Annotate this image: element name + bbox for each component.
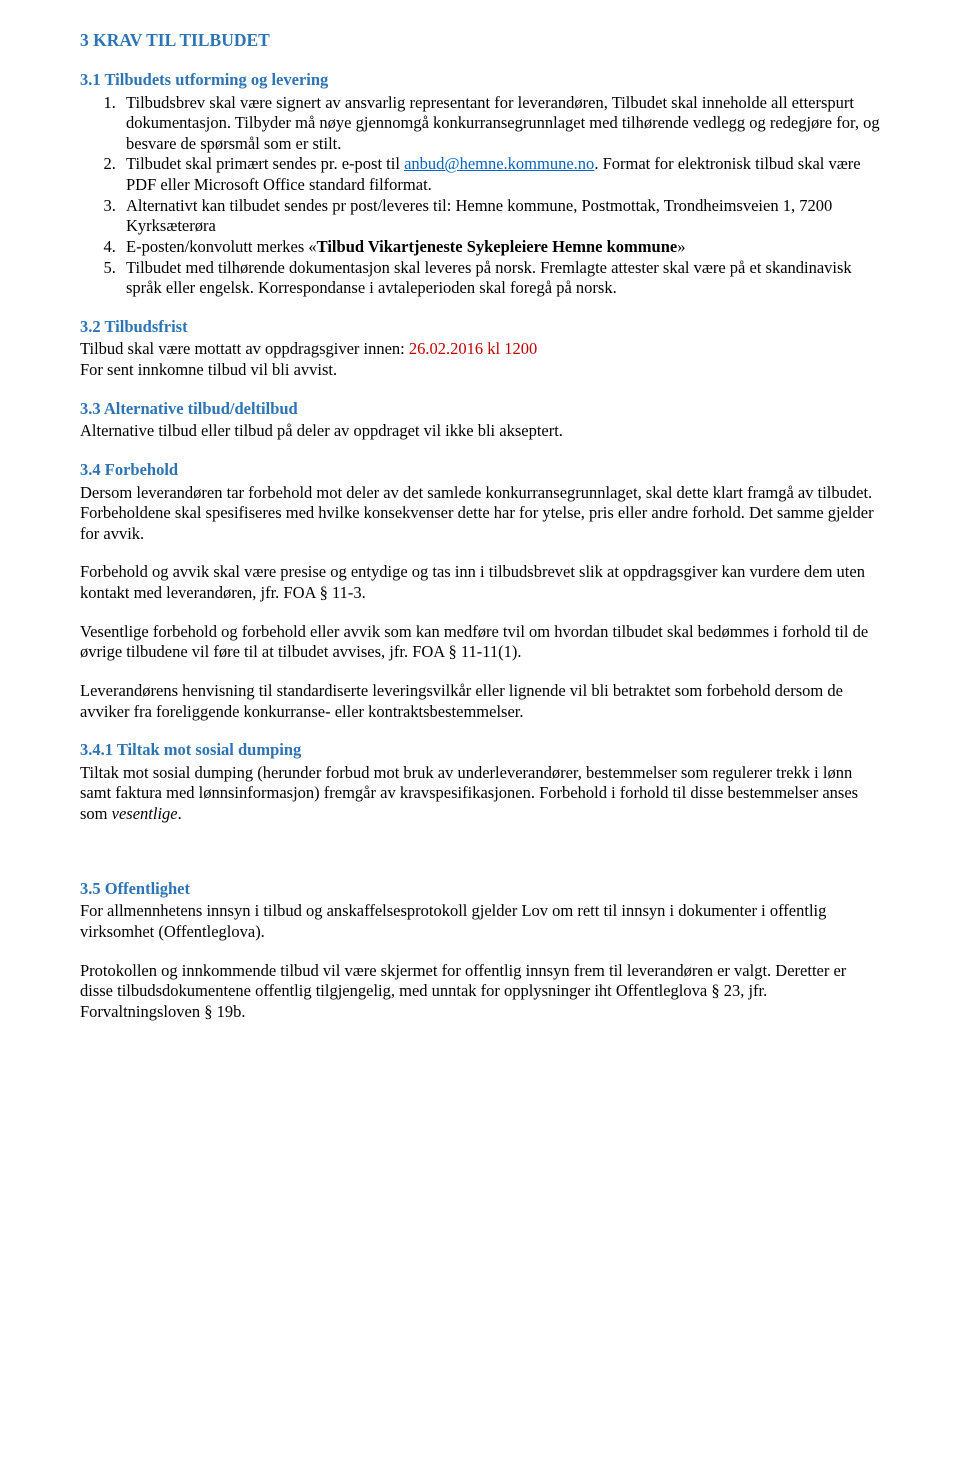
paragraph: Tilbud skal være mottatt av oppdragsgive… xyxy=(80,339,880,360)
paragraph: Leverandørens henvisning til standardise… xyxy=(80,681,880,722)
paragraph: Alternative tilbud eller tilbud på deler… xyxy=(80,421,880,442)
paragraph: Tiltak mot sosial dumping (herunder forb… xyxy=(80,763,880,825)
list-item-text: E-posten/konvolutt merkes « xyxy=(126,237,317,256)
section-3-2-heading: 3.2 Tilbudsfrist xyxy=(80,317,880,338)
list-item: Tilbudet med tilhørende dokumentasjon sk… xyxy=(120,258,880,299)
section-3-4-1-heading: 3.4.1 Tiltak mot sosial dumping xyxy=(80,740,880,761)
paragraph: For allmennhetens innsyn i tilbud og ans… xyxy=(80,901,880,942)
list-item: Tilbudsbrev skal være signert av ansvarl… xyxy=(120,93,880,155)
section-3-4-heading: 3.4 Forbehold xyxy=(80,460,880,481)
spacer xyxy=(80,843,880,861)
list-item: Tilbudet skal primært sendes pr. e-post … xyxy=(120,154,880,195)
email-link[interactable]: anbud@hemne.kommune.no xyxy=(404,154,594,173)
list-item-text: Tilbudet skal primært sendes pr. e-post … xyxy=(126,154,404,173)
section-3-3-heading: 3.3 Alternative tilbud/deltilbud xyxy=(80,399,880,420)
deadline-highlight: 26.02.2016 kl 1200 xyxy=(409,339,537,358)
paragraph: Protokollen og innkommende tilbud vil væ… xyxy=(80,961,880,1023)
section-3-1-heading: 3.1 Tilbudets utforming og levering xyxy=(80,70,880,91)
list-item: E-posten/konvolutt merkes «Tilbud Vikart… xyxy=(120,237,880,258)
paragraph-text: Tilbud skal være mottatt av oppdragsgive… xyxy=(80,339,409,358)
list-item-text: Alternativt kan tilbudet sendes pr post/… xyxy=(126,196,832,236)
list-item-text: » xyxy=(677,237,685,256)
page-title: 3 KRAV TIL TILBUDET xyxy=(80,30,880,52)
paragraph-text: Tiltak mot sosial dumping (herunder forb… xyxy=(80,763,858,823)
list-item-text: Tilbudsbrev skal være signert av ansvarl… xyxy=(126,93,880,153)
paragraph: Vesentlige forbehold og forbehold eller … xyxy=(80,622,880,663)
paragraph: Dersom leverandøren tar forbehold mot de… xyxy=(80,483,880,545)
list-item: Alternativt kan tilbudet sendes pr post/… xyxy=(120,196,880,237)
paragraph-italic: vesentlige xyxy=(112,804,178,823)
paragraph-text: . xyxy=(178,804,182,823)
section-3-1-list: Tilbudsbrev skal være signert av ansvarl… xyxy=(80,93,880,299)
section-3-5-heading: 3.5 Offentlighet xyxy=(80,879,880,900)
list-item-bold: Tilbud Vikartjeneste Sykepleiere Hemne k… xyxy=(317,237,678,256)
paragraph: Forbehold og avvik skal være presise og … xyxy=(80,562,880,603)
paragraph: For sent innkomne tilbud vil bli avvist. xyxy=(80,360,880,381)
list-item-text: Tilbudet med tilhørende dokumentasjon sk… xyxy=(126,258,852,298)
